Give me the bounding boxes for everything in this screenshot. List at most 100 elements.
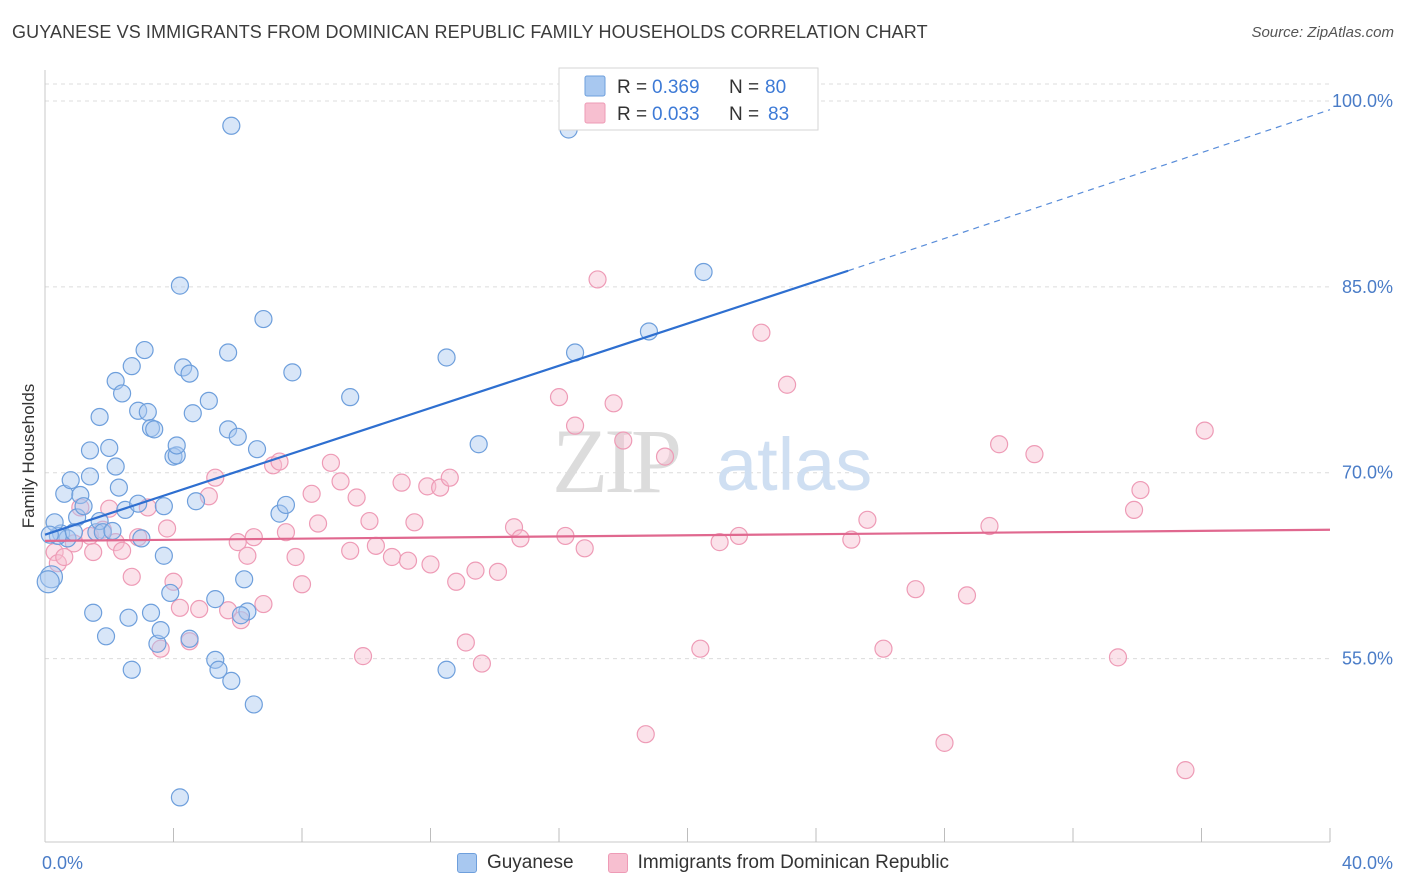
dominican-point (431, 478, 450, 497)
dominican-point (575, 539, 594, 558)
dominican-point (456, 633, 475, 652)
guyanese-point (228, 427, 247, 446)
chart-source: Source: ZipAtlas.com (1251, 24, 1394, 41)
dominican-point (254, 594, 273, 614)
dominican-point (990, 435, 1009, 454)
dominican-point (286, 547, 305, 567)
legend-swatch-guyanese (584, 75, 606, 97)
legend-swatch-dominican (584, 102, 606, 124)
guyanese-point (119, 608, 138, 627)
guyanese-point (206, 590, 225, 609)
y-tick-label: 85.0% (1342, 277, 1393, 297)
guyanese-point (148, 634, 167, 653)
guyanese-point (244, 695, 263, 714)
x-tick-label: 0.0% (42, 853, 83, 873)
dominican-point (157, 519, 177, 538)
y-tick-label: 100.0% (1332, 91, 1393, 111)
guyanese-point (112, 384, 132, 403)
dominican-point (1131, 480, 1150, 500)
guyanese-point (122, 357, 141, 376)
watermark-atlas: atlas (716, 423, 872, 506)
dominican-point (588, 270, 607, 289)
legend-n-label-guyanese: N = (729, 77, 759, 98)
dominican-point (957, 586, 977, 605)
dominican-point (190, 599, 209, 619)
dominican-point (1195, 421, 1214, 440)
guyanese-point (437, 660, 456, 679)
dominican-point (276, 523, 296, 542)
dominican-point (112, 541, 132, 560)
guyanese-point (141, 603, 161, 622)
guyanese-point (36, 570, 60, 594)
dominican-point (308, 514, 328, 533)
bottom-legend: Guyanese Immigrants from Dominican Repub… (0, 852, 1406, 874)
watermark: ZIP atlas (552, 410, 872, 512)
tick-labels: 55.0% 70.0% 85.0% 100.0% 0.0% 40.0% (42, 91, 1393, 873)
dominican-point (447, 572, 466, 591)
bottom-legend-guyanese[interactable]: Guyanese (456, 852, 574, 874)
y-tick-label: 70.0% (1342, 463, 1393, 483)
guyanese-point (151, 621, 170, 640)
dominican-point (238, 546, 257, 565)
dominican-point (405, 513, 424, 532)
dominican-point (151, 639, 170, 658)
trendlines (44, 109, 1331, 542)
dominican-point (302, 484, 321, 503)
guyanese-point (132, 529, 151, 548)
bottom-legend-dominican[interactable]: Immigrants from Dominican Republic (607, 852, 949, 874)
dominican-point (604, 394, 623, 413)
guyanese-point (71, 485, 90, 505)
dominican-point (292, 575, 312, 594)
guyanese-point (96, 627, 116, 646)
guyanese-point (145, 420, 164, 439)
dominican-point (440, 468, 459, 487)
dominican-point (980, 516, 999, 536)
dominican-point (418, 477, 437, 496)
y-tick-label: 55.0% (1342, 649, 1393, 669)
guyanese-point (186, 492, 206, 511)
dominican-point (244, 528, 263, 547)
dominican-points (45, 270, 1214, 780)
legend-n-value-guyanese: 80 (765, 77, 786, 98)
dominican-point (614, 431, 633, 450)
dominican-point (466, 561, 485, 580)
guyanese-point (247, 440, 267, 459)
guyanese-point (106, 457, 125, 476)
guyanese-point (61, 471, 80, 490)
guyanese-point (180, 629, 199, 648)
guyanese-point (122, 660, 141, 679)
guyanese-point (103, 521, 122, 541)
guyanese-point (135, 340, 154, 360)
guyanese-point (170, 276, 190, 295)
dominican-point (874, 639, 893, 658)
dominican-point (164, 572, 183, 591)
dominican-point (170, 598, 190, 617)
dominican-point (511, 529, 530, 548)
guyanese-point (74, 497, 93, 516)
dominican-point (392, 473, 411, 492)
dominican-point (906, 580, 925, 599)
dominican-point (565, 416, 585, 435)
legend-r-value-guyanese: 0.369 (652, 77, 700, 98)
guyanese-point (84, 603, 103, 622)
dominican-point (935, 733, 954, 752)
dominican-point (636, 725, 655, 744)
dominican-point (1124, 500, 1144, 520)
legend-n-label-dominican: N = (729, 104, 759, 125)
dominican-point (488, 562, 508, 581)
guyanese-point (100, 438, 119, 458)
guyanese-point (694, 262, 713, 282)
dominican-point (842, 530, 861, 549)
legend-r-value-dominican: 0.033 (652, 104, 700, 125)
dominican-point (382, 547, 402, 567)
legend-r-label-guyanese: R = (617, 77, 647, 98)
guyanese-point (219, 343, 238, 362)
guyanese-point (154, 546, 173, 565)
bottom-legend-swatch-guyanese (456, 853, 477, 873)
dominican-point (421, 555, 440, 574)
dominican-point (366, 536, 385, 555)
guyanese-point (231, 606, 251, 625)
bottom-legend-label-guyanese: Guyanese (486, 852, 574, 873)
dominican-point (360, 511, 379, 531)
